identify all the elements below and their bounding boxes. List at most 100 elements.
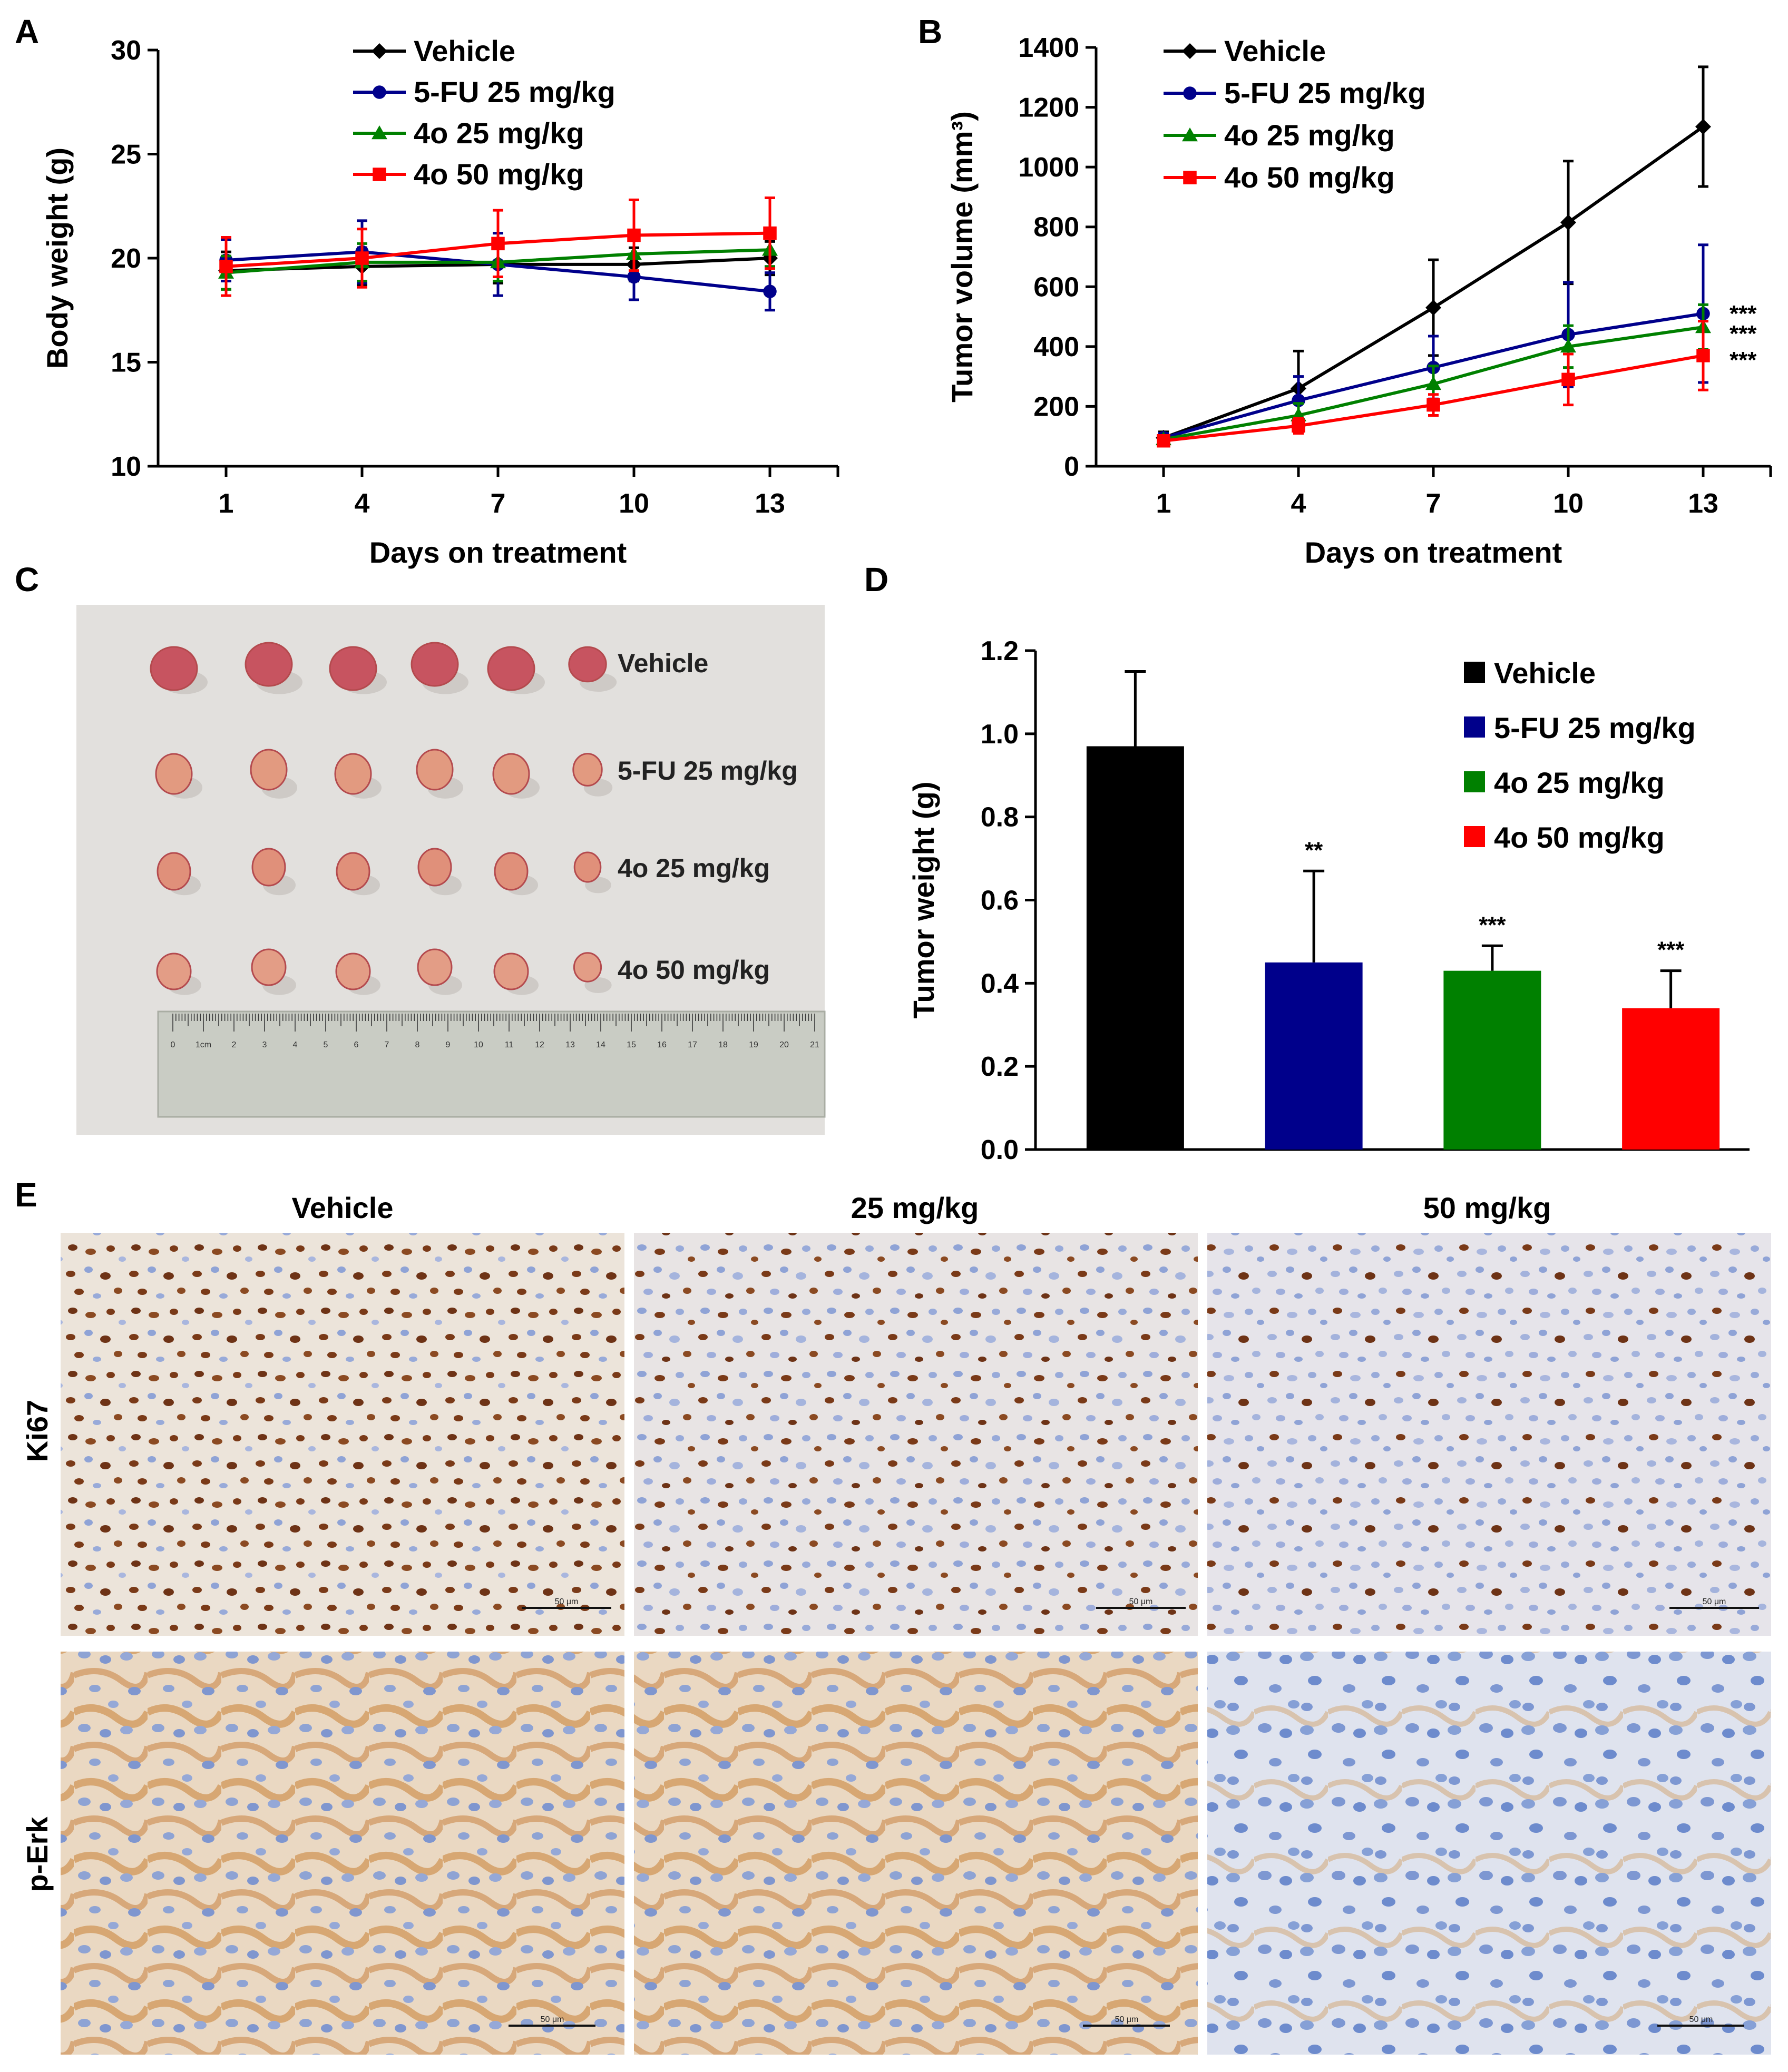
y-axis-label: Tumor volume (mm³) [945, 111, 979, 402]
significance-label: *** [1730, 347, 1757, 373]
legend-label: Vehicle [1494, 656, 1596, 690]
y-tick-label: 0.0 [981, 1135, 1019, 1165]
tumor [250, 749, 288, 791]
legend-marker [1182, 127, 1198, 142]
ihc-col-50: 50 mg/kg [1423, 1191, 1551, 1224]
legend-marker [372, 125, 387, 140]
data-point [627, 270, 641, 284]
x-tick-label: 10 [1553, 488, 1584, 519]
significance-label: ** [1305, 837, 1323, 863]
ruler-label: 15 [627, 1040, 636, 1049]
tumor [150, 646, 198, 691]
legend-marker [372, 43, 387, 59]
y-axis-label: Body weight (g) [41, 148, 74, 369]
tumor [155, 753, 193, 795]
ruler-label: 1cm [196, 1040, 211, 1049]
photo-label-5fu: 5-FU 25 mg/kg [618, 756, 798, 785]
tumor [335, 952, 371, 990]
ruler-label: 11 [505, 1040, 514, 1049]
ruler-label: 2 [232, 1040, 237, 1049]
ruler-label: 0 [171, 1040, 175, 1049]
ihc-col-25: 25 mg/kg [851, 1191, 979, 1224]
y-tick-label: 0.6 [981, 886, 1019, 916]
ruler-ticks: 0 1cm 2 3 4 5 6 7 8 9 10 11 12 13 14 15 16 17 18 19 20 21 [171, 1014, 819, 1049]
legend-marker [1182, 43, 1198, 59]
ruler-label: 6 [354, 1040, 359, 1049]
ihc-perk-25 [634, 1652, 1198, 2055]
y-tick-label: 200 [1033, 391, 1079, 422]
scale-label: 50 μm [1703, 1597, 1726, 1606]
significance-label: *** [1657, 937, 1685, 963]
x-tick-label: 13 [755, 488, 785, 519]
tumor [493, 952, 529, 990]
bar-5-fu-25-mg-kg [1265, 962, 1363, 1150]
ruler-label: 8 [415, 1040, 420, 1049]
bar-4o-50-mg-kg [1622, 1008, 1720, 1150]
ihc-col-vehicle: Vehicle [291, 1191, 393, 1224]
tumor [487, 646, 535, 691]
tumor [492, 753, 530, 795]
data-point [1292, 419, 1305, 433]
ihc-ki67-25 [634, 1233, 1198, 1636]
tumor [416, 749, 454, 791]
y-tick-label: 10 [111, 451, 141, 482]
tumor [251, 948, 287, 986]
ruler-label: 20 [779, 1040, 789, 1049]
bar-4o-25-mg-kg [1443, 970, 1541, 1150]
panel-letter-d: D [864, 561, 888, 598]
scale-label: 50 μm [1115, 2015, 1139, 2024]
photo-label-4o50: 4o 50 mg/kg [618, 955, 770, 985]
data-point [1560, 338, 1576, 353]
x-tick-label: 7 [1426, 488, 1441, 519]
y-tick-label: 1200 [1018, 93, 1079, 123]
x-tick-label: 1 [219, 488, 234, 519]
ruler-label: 5 [324, 1040, 328, 1049]
y-axis-label: Tumor weight (g) [907, 782, 940, 1019]
y-tick-label: 1000 [1018, 152, 1079, 183]
legend-label: 4o 50 mg/kg [414, 158, 584, 191]
y-tick-label: 1.0 [981, 719, 1019, 750]
data-point [1696, 349, 1710, 362]
ruler-label: 13 [565, 1040, 575, 1049]
ruler-label: 21 [810, 1040, 819, 1049]
y-tick-label: 30 [111, 35, 141, 66]
data-point [1427, 398, 1440, 412]
significance-label: *** [1479, 912, 1506, 938]
ruler-label: 19 [749, 1040, 758, 1049]
significance-label: *** [1730, 301, 1757, 327]
scale-bars [509, 1607, 1759, 2027]
legend-label: 4o 25 mg/kg [414, 116, 584, 150]
legend-label: 4o 50 mg/kg [1224, 161, 1395, 194]
y-tick-label: 800 [1033, 212, 1079, 243]
legend-swatch [1464, 826, 1485, 847]
ruler-label: 17 [688, 1040, 697, 1049]
photo-label-vehicle: Vehicle [618, 649, 708, 678]
legend-label: 5-FU 25 mg/kg [1224, 76, 1426, 110]
scale-label: 50 μm [555, 1597, 579, 1606]
tumor [156, 952, 192, 990]
x-tick-label: 4 [355, 488, 370, 519]
chart-d-tumor-weight: 0.0 0.2 0.4 0.6 0.8 1.0 1.2 Tumor weight (g) Veh… [907, 636, 1750, 1165]
tumor [251, 848, 286, 887]
tumor [568, 646, 607, 683]
y-tick-label: 25 [111, 140, 141, 170]
y-tick-label: 400 [1033, 332, 1079, 362]
data-point [1561, 372, 1575, 387]
ruler-label: 9 [446, 1040, 451, 1049]
legend-marker [1183, 86, 1197, 100]
legend-swatch [1464, 662, 1485, 683]
legend-label: Vehicle [1224, 34, 1326, 67]
ruler-label: 16 [657, 1040, 667, 1049]
y-tick-label: 1400 [1018, 33, 1079, 63]
tumor [573, 851, 602, 883]
x-axis-label: Days on treatment [1305, 536, 1562, 569]
data-point [763, 226, 777, 240]
ruler [157, 1010, 826, 1118]
y-tick-label: 20 [111, 243, 141, 274]
y-tick-label: 0.4 [981, 968, 1019, 999]
ruler-label: 12 [535, 1040, 544, 1049]
legend-swatch [1464, 771, 1485, 792]
tumor-grid [150, 642, 617, 995]
legend-marker [373, 168, 386, 181]
